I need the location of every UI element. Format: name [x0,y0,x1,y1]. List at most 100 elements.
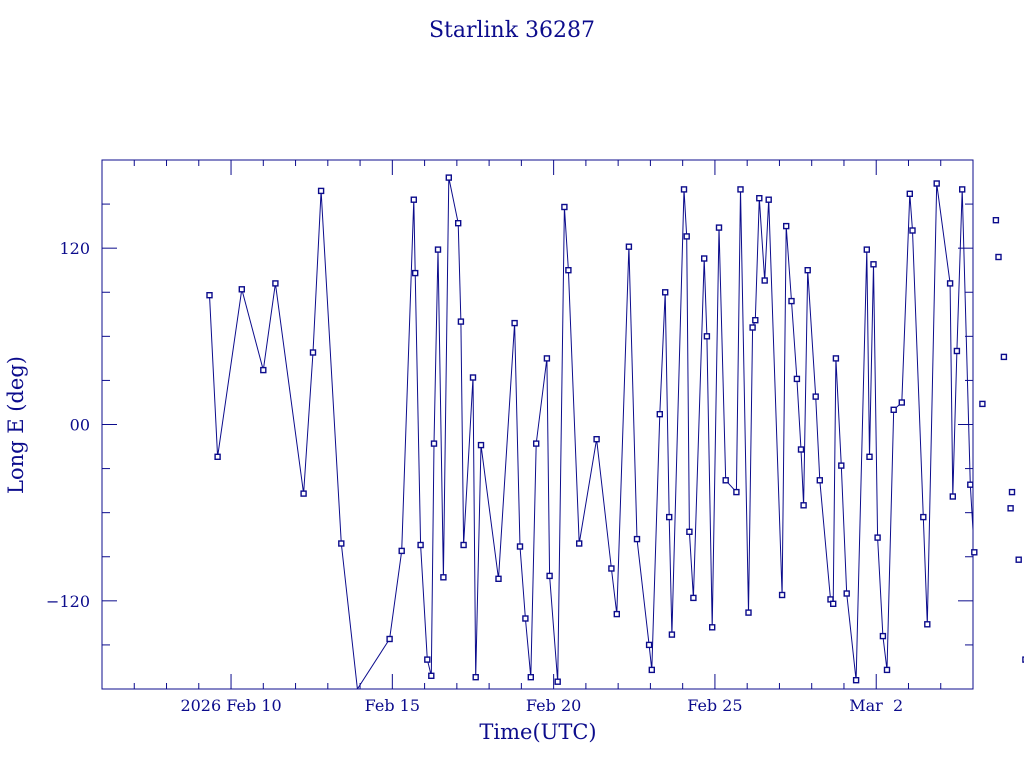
data-point [971,549,978,556]
data-point [909,227,916,234]
data-point [412,269,419,277]
data-point [460,541,467,549]
data-point [920,513,927,521]
data-point [709,624,716,631]
tick-labels: 120 00 −120 2026 Feb 10 Feb 15 Feb 20 Feb 25 Ma… [46,239,903,715]
x-tick-label: Mar 2 [849,696,903,715]
data-point [752,317,759,324]
data-point [879,632,887,640]
data-point [527,674,534,681]
data-point [633,535,641,543]
data-point [765,196,772,203]
data-point [608,565,615,572]
data-point [756,194,763,202]
data-point [804,267,811,274]
data-point [838,462,845,469]
data-point [680,186,688,193]
data-point [870,261,877,268]
data-point [733,488,740,496]
data-point [1015,556,1022,563]
data-point [668,631,676,638]
data-point [778,591,786,599]
data-point [457,318,465,325]
data-point [662,289,669,296]
data-point [995,253,1002,261]
data-point [883,666,891,674]
data-point [469,374,477,381]
data-point [686,528,693,535]
data-point [715,224,723,231]
data-point [1022,656,1024,663]
data-point [1000,353,1008,361]
data-point [561,203,568,211]
data-point [477,441,485,449]
data-point [317,187,325,195]
data-point [832,355,840,362]
data-point [722,477,729,484]
data-point [398,547,405,555]
data-point [472,674,479,681]
data-point [613,610,620,618]
data-point [546,572,553,580]
data-point [417,541,424,549]
y-tick-label: 120 [59,239,90,258]
data-point [430,440,438,447]
data-point [428,672,435,679]
data-point [830,600,837,607]
x-tick-label: Feb 20 [526,696,581,715]
data-point [445,174,452,181]
data-point [924,621,931,628]
data-point [434,246,442,253]
data-point [701,255,708,262]
data-point [338,540,345,547]
data-point [554,678,561,685]
y-axis-label: Long E (deg) [4,356,28,494]
data-layer [206,174,1024,689]
data-point [495,575,502,582]
data-point [424,656,431,663]
data-point [455,219,462,227]
data-point [666,513,673,521]
data-point [565,267,572,274]
data-point [992,216,1000,224]
data-point [703,333,711,340]
x-axis-label: Time(UTC) [479,720,596,744]
data-point [783,222,790,230]
data-point [656,411,663,418]
plot-frame [101,159,974,690]
data-point [793,375,801,383]
data-point [749,324,756,331]
data-point [967,481,974,488]
data-point [979,400,986,408]
data-point [309,349,317,356]
data-point [906,190,913,198]
data-point [953,347,961,355]
data-point [946,280,954,287]
data-point [410,196,417,203]
data-point [874,534,881,541]
data-point [511,319,518,327]
data-point [863,246,870,253]
data-point [800,502,807,509]
data-point [683,233,690,240]
data-point [543,355,551,362]
data-point [933,180,940,187]
data-point [238,286,246,293]
data-point [690,594,697,602]
x-tick-label: 2026 Feb 10 [180,696,281,715]
data-point [272,280,279,287]
data-point [816,477,823,484]
chart-title: Starlink 36287 [429,18,595,43]
data-point [797,446,805,453]
data-point [625,243,633,250]
axis-ticks [102,160,973,689]
data-point [522,615,529,622]
data-point [866,453,873,460]
data-point [843,590,850,597]
data-point [648,666,655,674]
y-tick-label: −120 [46,592,90,611]
data-point [761,277,768,284]
data-point [516,543,524,550]
x-tick-label: Feb 15 [365,696,420,715]
data-point [260,366,267,374]
